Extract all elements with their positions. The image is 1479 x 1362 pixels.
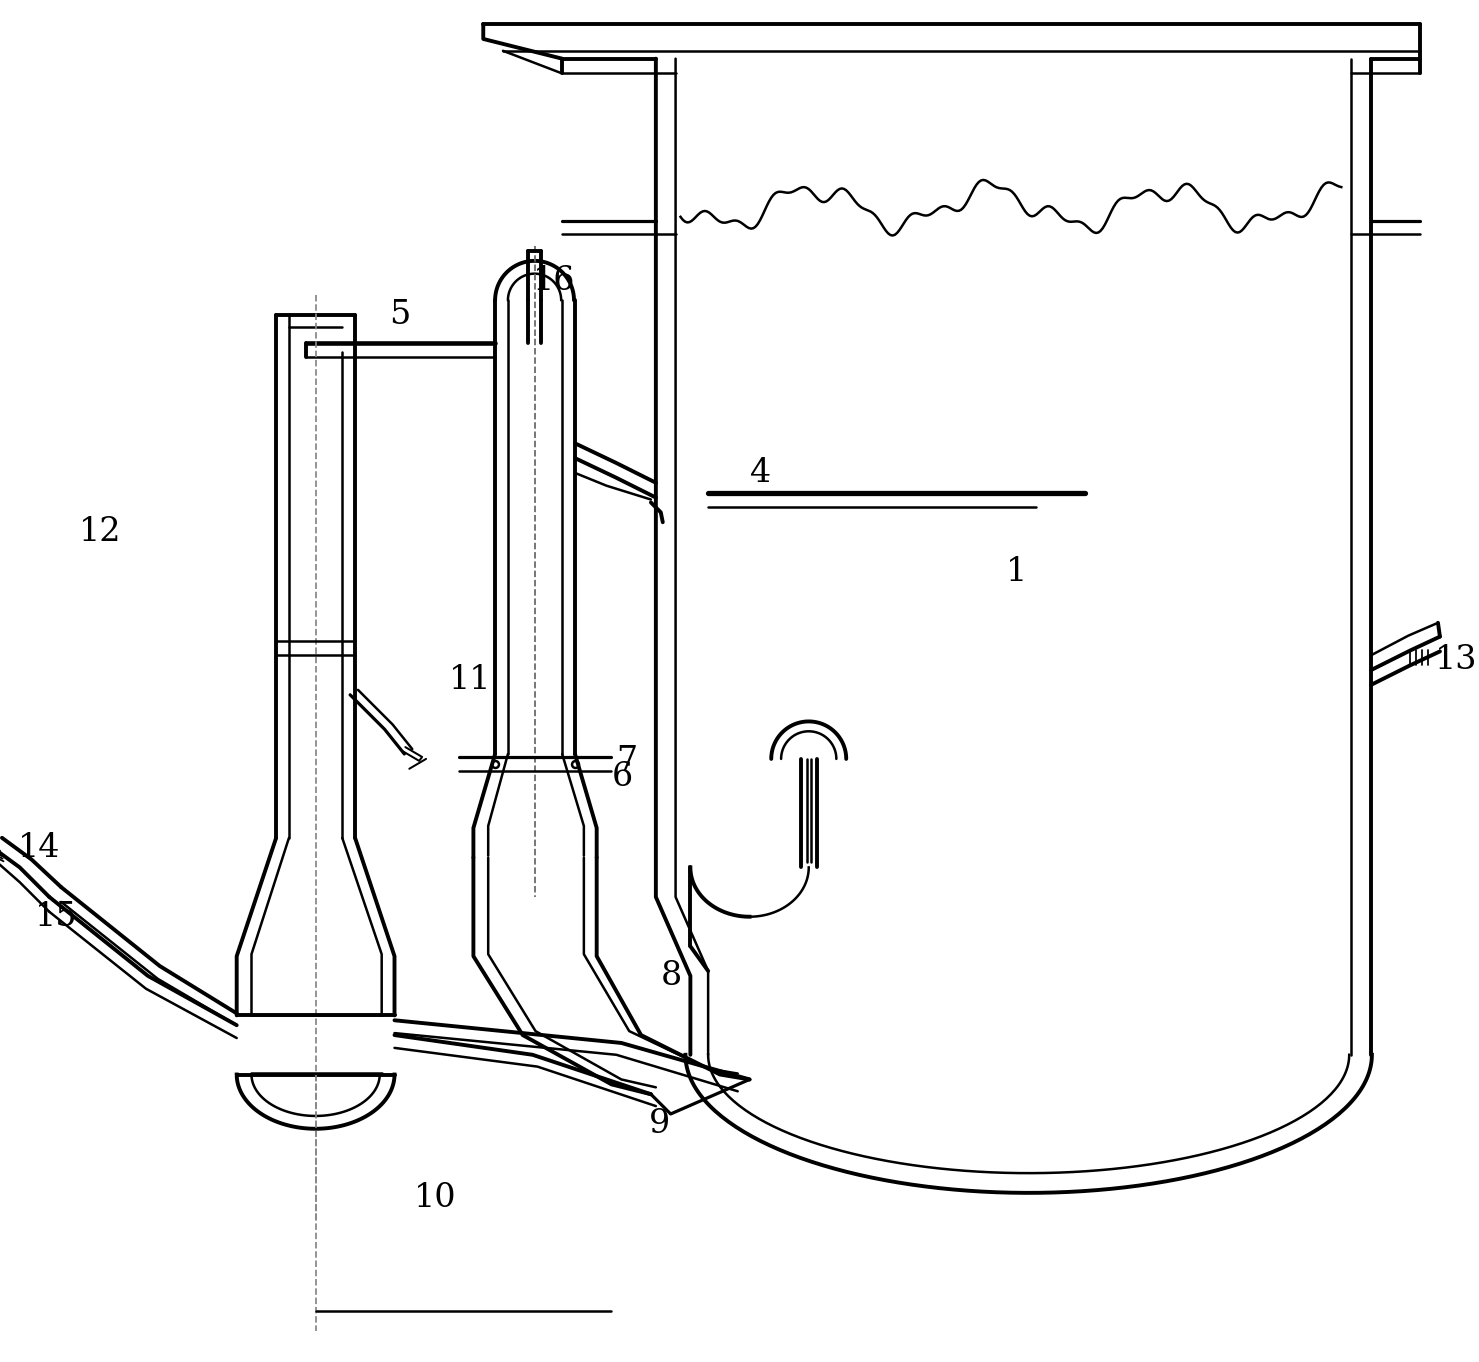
Text: 8: 8 [661,960,682,992]
Text: 16: 16 [532,264,575,297]
Text: 7: 7 [617,745,637,776]
Text: 1: 1 [1006,556,1028,587]
Text: 6: 6 [611,760,633,793]
Text: 15: 15 [34,900,77,933]
Text: 13: 13 [1435,644,1478,677]
Text: 10: 10 [414,1182,457,1214]
Text: 14: 14 [18,832,61,864]
Text: 9: 9 [649,1107,670,1140]
Text: 5: 5 [389,300,411,331]
Text: 4: 4 [750,456,771,489]
Text: 11: 11 [448,665,491,696]
Text: 12: 12 [78,516,121,548]
